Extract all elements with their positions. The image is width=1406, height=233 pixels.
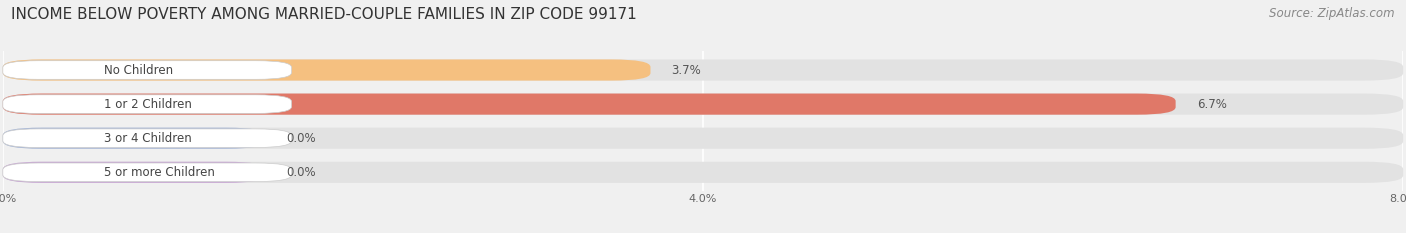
Text: No Children: No Children — [104, 64, 173, 76]
FancyBboxPatch shape — [3, 163, 291, 182]
FancyBboxPatch shape — [3, 129, 291, 147]
FancyBboxPatch shape — [3, 59, 1403, 81]
Text: 3.7%: 3.7% — [672, 64, 702, 76]
Text: 0.0%: 0.0% — [287, 132, 316, 145]
FancyBboxPatch shape — [3, 59, 651, 81]
Text: 3 or 4 Children: 3 or 4 Children — [104, 132, 191, 145]
FancyBboxPatch shape — [3, 61, 291, 79]
Text: 0.0%: 0.0% — [287, 166, 316, 179]
Text: 5 or more Children: 5 or more Children — [104, 166, 215, 179]
FancyBboxPatch shape — [3, 128, 266, 149]
FancyBboxPatch shape — [3, 162, 266, 183]
FancyBboxPatch shape — [3, 93, 1175, 115]
Text: Source: ZipAtlas.com: Source: ZipAtlas.com — [1270, 7, 1395, 20]
FancyBboxPatch shape — [3, 93, 1403, 115]
FancyBboxPatch shape — [3, 128, 1403, 149]
Text: 6.7%: 6.7% — [1197, 98, 1226, 111]
FancyBboxPatch shape — [3, 95, 291, 113]
Text: INCOME BELOW POVERTY AMONG MARRIED-COUPLE FAMILIES IN ZIP CODE 99171: INCOME BELOW POVERTY AMONG MARRIED-COUPL… — [11, 7, 637, 22]
Text: 1 or 2 Children: 1 or 2 Children — [104, 98, 191, 111]
FancyBboxPatch shape — [3, 162, 1403, 183]
